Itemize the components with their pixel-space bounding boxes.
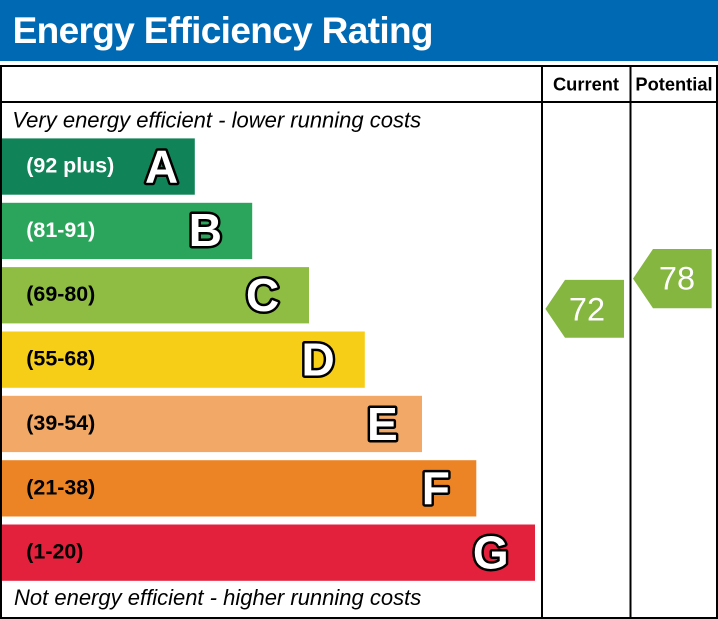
svg-text:(55-68): (55-68): [26, 347, 95, 371]
svg-text:(92 plus): (92 plus): [26, 154, 114, 178]
svg-text:G: G: [473, 527, 509, 579]
svg-text:F: F: [422, 462, 450, 514]
svg-text:Current: Current: [553, 74, 619, 95]
svg-text:Energy Efficiency Rating: Energy Efficiency Rating: [13, 10, 433, 51]
svg-text:Very energy efficient - lower: Very energy efficient - lower running co…: [12, 108, 421, 133]
svg-text:D: D: [302, 333, 335, 385]
svg-text:B: B: [189, 204, 222, 256]
svg-text:A: A: [145, 141, 178, 193]
svg-text:(39-54): (39-54): [26, 411, 95, 435]
svg-text:(21-38): (21-38): [26, 475, 95, 499]
svg-text:78: 78: [659, 261, 695, 297]
svg-text:E: E: [367, 398, 398, 450]
svg-text:(1-20): (1-20): [26, 540, 83, 564]
svg-text:Not energy efficient - higher: Not energy efficient - higher running co…: [14, 585, 421, 610]
svg-text:(81-91): (81-91): [26, 218, 95, 242]
svg-text:(69-80): (69-80): [26, 282, 95, 306]
svg-text:Potential: Potential: [635, 74, 712, 95]
svg-text:72: 72: [569, 292, 605, 328]
svg-text:C: C: [246, 269, 279, 321]
